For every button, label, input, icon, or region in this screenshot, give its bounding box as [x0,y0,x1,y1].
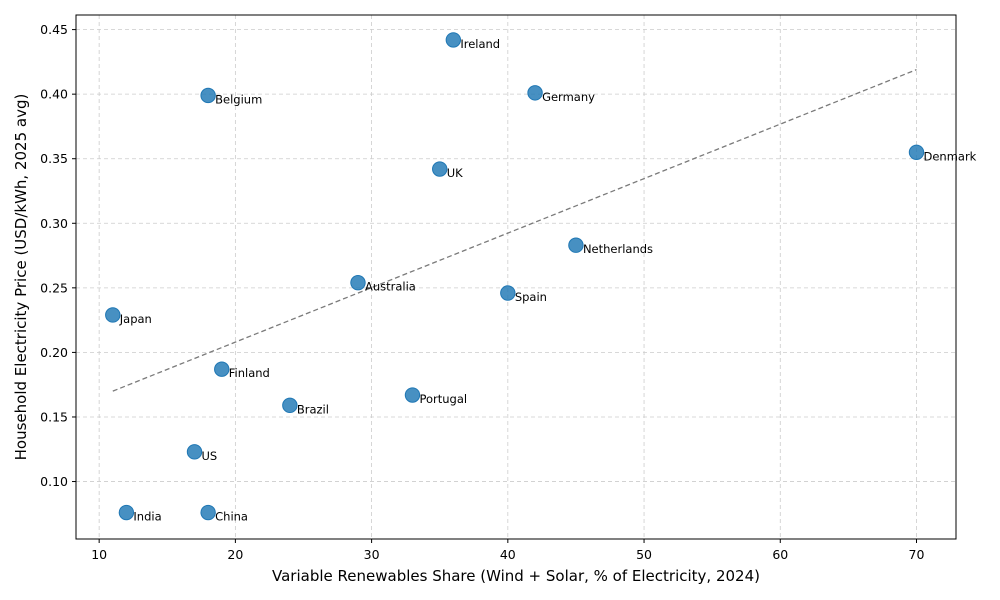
data-point-india [118,504,135,521]
x-tick-label: 50 [636,547,652,562]
data-point-japan [105,307,121,323]
data-point-ireland [445,32,462,48]
point-label-us: US [202,449,218,463]
y-tick-label: 0.30 [40,216,68,231]
point-label-germany: Germany [542,90,595,104]
x-tick-label: 40 [500,547,516,562]
point-label-china: China [215,510,248,524]
point-label-australia: Australia [365,280,416,294]
point-label-denmark: Denmark [923,149,976,163]
grid [76,15,956,539]
data-point-portugal [404,387,421,403]
x-axis-label: Variable Renewables Share (Wind + Solar,… [272,567,760,585]
data-point-belgium [200,87,216,104]
data-point-australia [350,274,366,291]
y-tick-label: 0.10 [40,474,68,489]
x-tick-label: 30 [364,547,380,562]
point-label-portugal: Portugal [419,392,467,406]
y-tick-label: 0.45 [40,22,68,37]
data-point-finland [214,361,230,377]
y-tick-label: 0.15 [40,409,68,424]
point-label-uk: UK [447,166,463,180]
data-point-brazil [282,397,298,414]
data-point-denmark [908,144,925,160]
point-label-spain: Spain [515,290,547,304]
data-point-spain [500,285,516,301]
point-label-japan: Japan [119,312,152,326]
point-label-belgium: Belgium [215,92,262,106]
x-tick-label: 10 [91,547,107,562]
x-tick-label: 20 [227,547,243,562]
data-point-germany [527,85,543,101]
x-tick-label: 70 [909,547,925,562]
trendline-path [112,69,917,392]
data-point-us [186,444,203,460]
plot-frame [75,14,957,540]
y-tick-label: 0.20 [40,345,68,360]
point-label-ireland: Ireland [460,37,500,51]
trendline [112,69,917,392]
y-tick-label: 0.25 [40,280,68,295]
y-axis-ticks: 0.10 0.15 0.20 0.25 0.30 0.35 0.40 0.45 [40,22,76,489]
y-tick-label: 0.35 [40,151,68,166]
data-point-netherlands [568,237,584,253]
point-labels: Ireland Belgium Germany Denmark UK Netherland… [119,37,977,524]
data-points [105,32,925,521]
y-axis-label: Household Electricity Price (USD/kWh, 20… [12,94,30,461]
point-label-finland: Finland [229,366,270,380]
y-tick-label: 0.40 [40,87,68,102]
x-axis-ticks: 10 20 30 40 50 60 70 [91,539,924,562]
point-label-netherlands: Netherlands [583,242,653,256]
point-label-brazil: Brazil [297,402,329,416]
data-point-uk [432,161,448,177]
x-tick-label: 60 [772,547,788,562]
point-label-india: India [133,510,161,524]
data-point-china [200,504,216,521]
